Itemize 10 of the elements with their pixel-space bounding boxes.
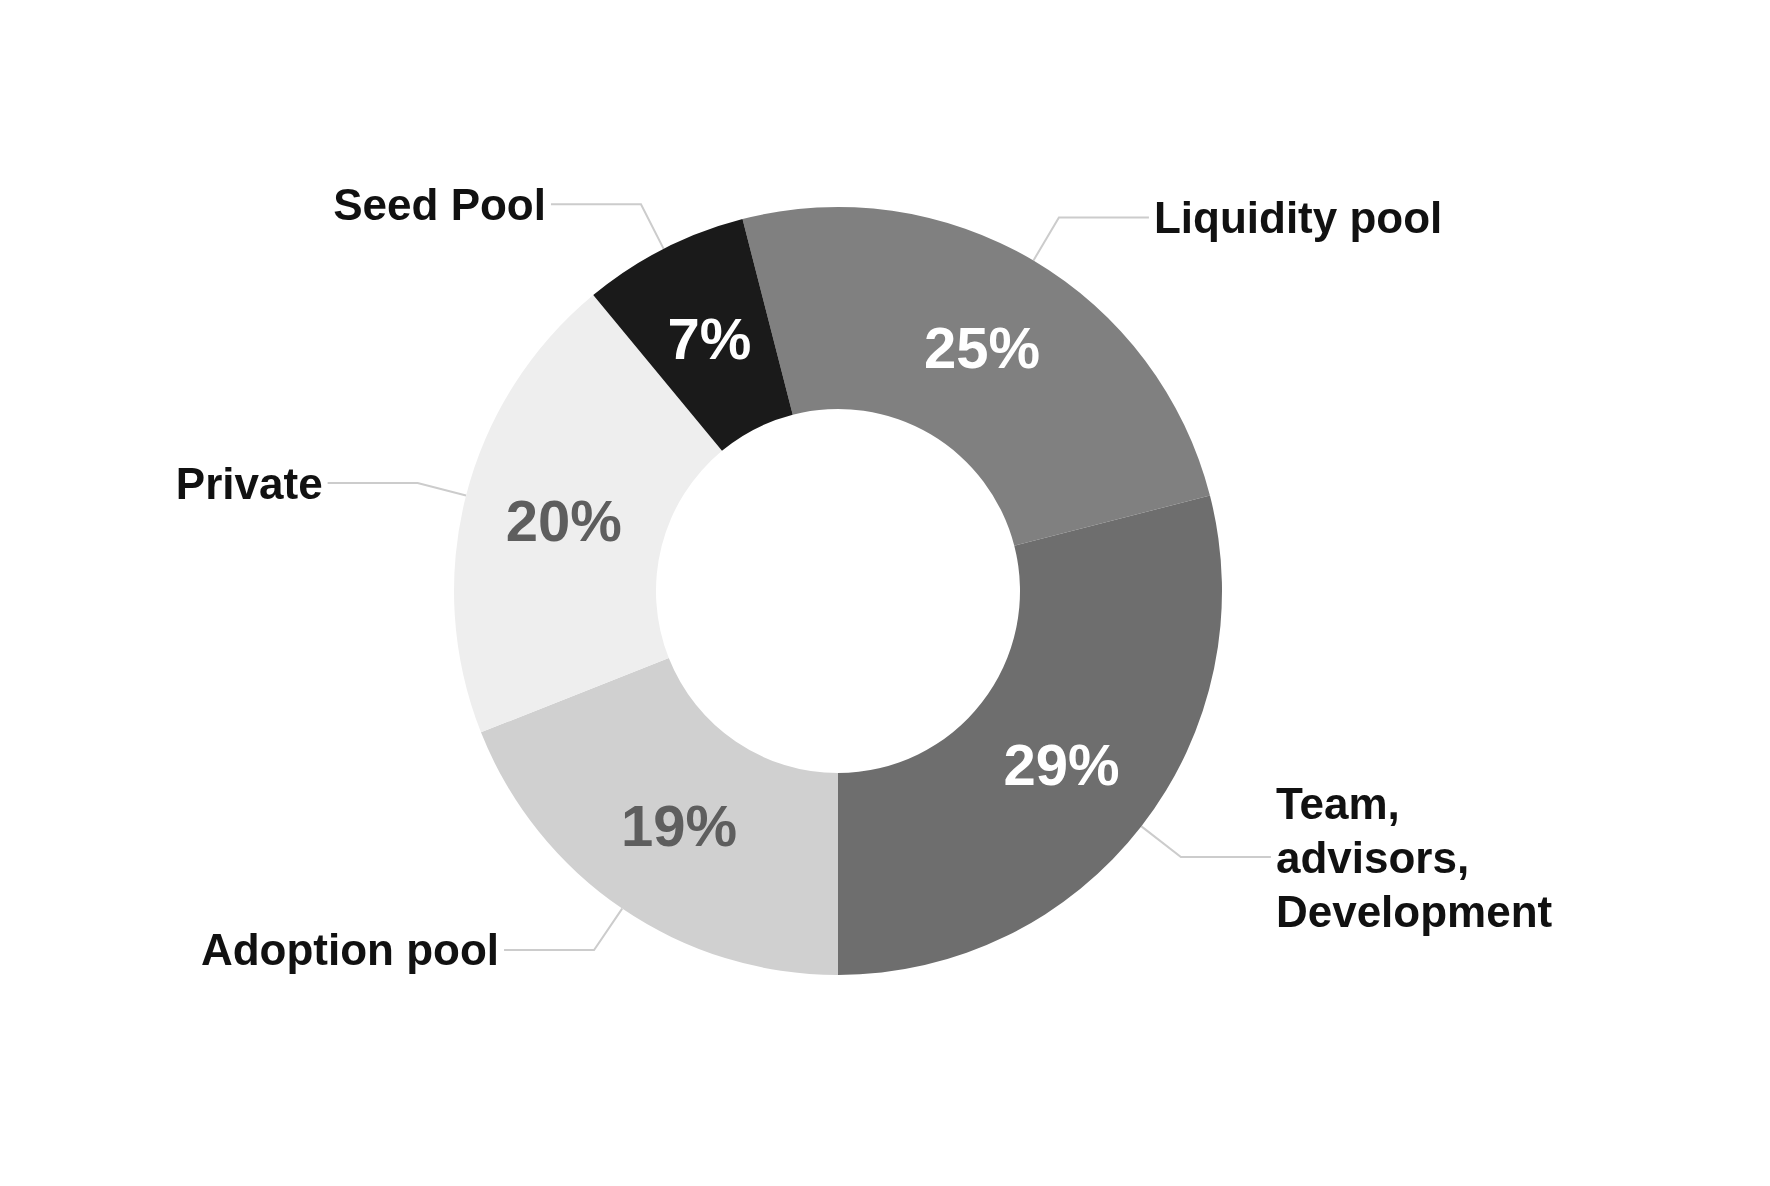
data-label: 29% (1003, 731, 1120, 797)
data-label: 7% (667, 306, 752, 372)
slice-label: Private (175, 458, 323, 508)
slice-label: Liquidity pool (1153, 192, 1443, 242)
data-label: 19% (620, 792, 737, 858)
slice-label: Team, advisors, Development (1275, 778, 1553, 936)
slice-label: Seed Pool (333, 179, 546, 229)
slice-label: Adoption pool (200, 925, 500, 975)
data-label: 25% (924, 314, 1041, 380)
data-label: 20% (505, 488, 622, 554)
